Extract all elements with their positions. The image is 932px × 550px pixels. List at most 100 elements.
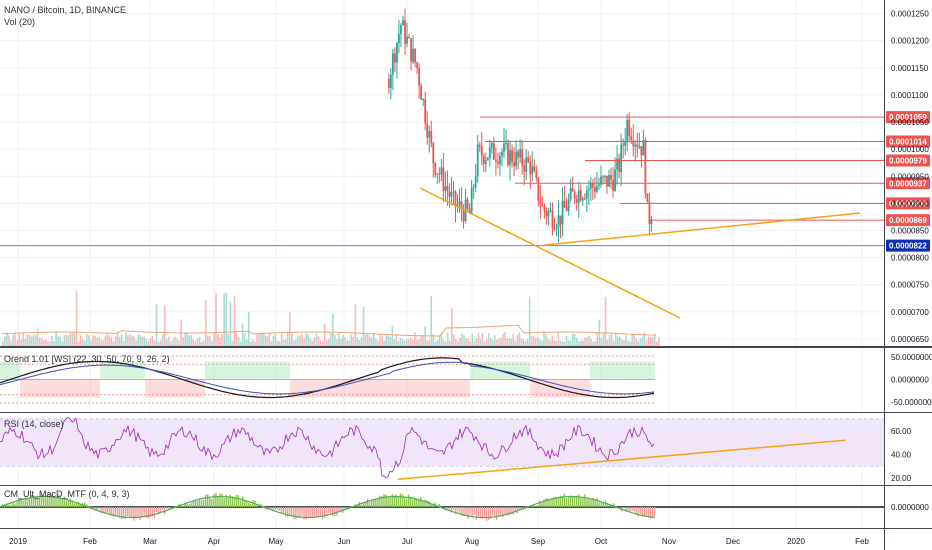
macd-bar [573, 496, 576, 507]
candle-body [424, 99, 427, 124]
price-levels: 0.00010590.00010140.00009790.00009370.00… [480, 111, 930, 227]
candle-body [444, 186, 447, 191]
volume-bar [125, 332, 127, 346]
volume-bar [84, 340, 86, 346]
volume-bar [143, 336, 146, 346]
candle-body [501, 152, 503, 156]
rsi-axis-tick: 20.00 [891, 474, 912, 483]
candle-body [430, 131, 433, 144]
volume-bar [371, 337, 373, 346]
candle-body [612, 179, 614, 191]
price-tag-label: 0.0001059 [889, 113, 927, 122]
macd-bar [182, 506, 184, 507]
macd-bar [475, 507, 477, 520]
volume-bar [65, 334, 68, 346]
macd-bar [455, 507, 457, 515]
candle-body [495, 159, 497, 162]
volume-bar [368, 336, 371, 346]
volume-bar [137, 334, 139, 346]
macd-bar [366, 498, 369, 507]
volume-bar [420, 335, 422, 346]
macd-bar [40, 494, 43, 507]
volume-bar [442, 340, 445, 346]
time-axis-label: Feb [83, 537, 97, 546]
candle-body [620, 144, 623, 173]
volume-bar [590, 338, 592, 346]
candle-body [418, 68, 421, 86]
volume-bar [313, 337, 316, 346]
macd-bar [428, 501, 430, 507]
volume-bar [129, 334, 131, 346]
macd-bar [311, 507, 313, 519]
volume-bar [477, 332, 480, 346]
macd-bar [55, 497, 57, 507]
macd-bar [204, 494, 207, 507]
macd-bar [563, 493, 566, 507]
volume-bar [569, 340, 572, 346]
volume-bar [532, 336, 535, 346]
volume-bar [448, 340, 451, 346]
volume-bar [358, 340, 361, 346]
macd-bar [245, 500, 248, 507]
macd-bar [264, 507, 266, 510]
macd-bar [395, 494, 397, 507]
volume-bar [127, 335, 129, 346]
volume-bar [163, 305, 166, 346]
symbol-legend: NANO / Bitcoin, 1D, BINANCE [4, 5, 127, 15]
macd-bar [151, 507, 154, 517]
candle-body [446, 186, 449, 192]
macd-bar [614, 507, 617, 509]
volume-bar [594, 341, 597, 346]
macd-bar [471, 507, 473, 517]
macd-bar [645, 507, 648, 517]
candle-body [434, 163, 437, 175]
candle-body [404, 20, 406, 44]
macd-bar [506, 507, 508, 516]
volume-bar [651, 337, 654, 346]
macd-bar [625, 507, 627, 513]
volume-bar [100, 339, 102, 346]
volume-bar [184, 332, 187, 346]
macd-bar [49, 496, 51, 507]
macd-bar [332, 507, 334, 517]
volume-bar [118, 336, 121, 346]
time-axis-label: Nov [662, 537, 676, 546]
volume-bar [434, 341, 437, 346]
candle-body [618, 158, 621, 173]
volume-bar [32, 334, 35, 346]
macd-bar [28, 497, 31, 507]
volume-bar [10, 340, 12, 346]
volume-bar [88, 335, 90, 346]
volume-bar [280, 332, 283, 346]
volume-bar [188, 335, 191, 346]
volume-bar [14, 332, 16, 346]
volume-bar [323, 323, 326, 346]
volume-bar [586, 337, 588, 346]
candle-body [442, 167, 445, 191]
macd-bar [319, 507, 322, 517]
volume-bar [436, 340, 439, 346]
volume-bar [53, 341, 55, 346]
macd-bar [576, 495, 578, 507]
candle-body [644, 140, 647, 194]
volume-bar [243, 332, 246, 346]
volume-bar [92, 335, 94, 346]
volume-bar [174, 336, 176, 346]
volume-bar [75, 291, 78, 346]
macd-bar [467, 507, 469, 519]
macd-bar [276, 507, 279, 510]
volume-bar [522, 339, 525, 346]
volume-bar [409, 337, 412, 346]
candle-body [616, 158, 618, 170]
volume-bar [356, 337, 359, 346]
volume-bar [291, 333, 293, 346]
macd-bar [479, 507, 482, 519]
macd-bar [202, 499, 205, 507]
volume-bar [303, 338, 305, 346]
macd-bar [159, 507, 162, 512]
macd-bar [623, 507, 625, 508]
volume-bar [340, 338, 342, 346]
volume-bar [528, 296, 531, 346]
macd-bar [438, 503, 441, 507]
